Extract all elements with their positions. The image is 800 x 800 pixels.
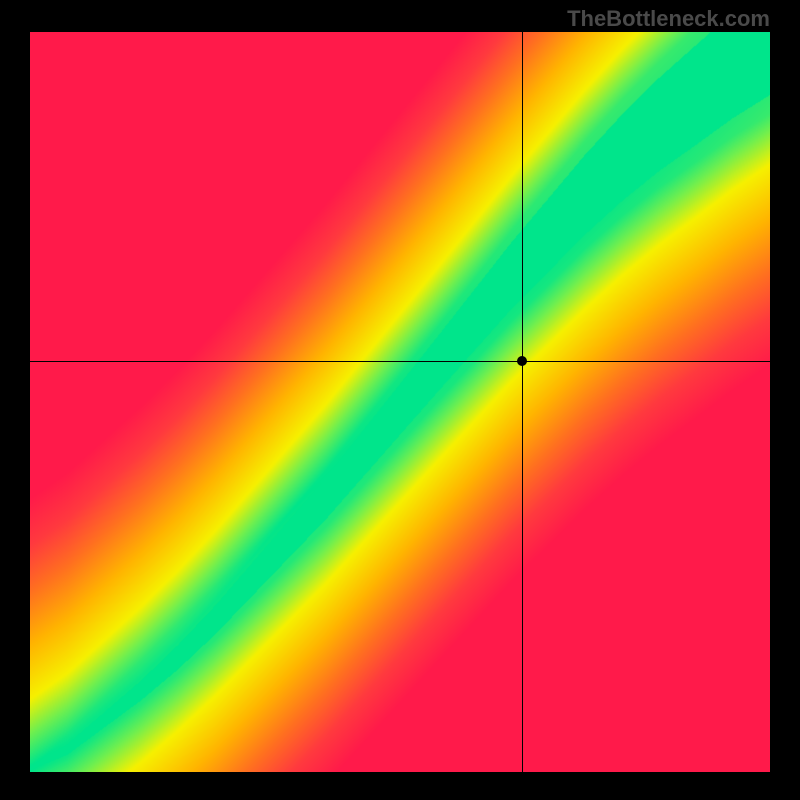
watermark-text: TheBottleneck.com	[567, 6, 770, 32]
crosshair-marker	[517, 356, 527, 366]
crosshair-vertical	[522, 32, 523, 772]
heatmap-plot	[30, 32, 770, 772]
heatmap-canvas	[30, 32, 770, 772]
crosshair-horizontal	[30, 361, 770, 362]
